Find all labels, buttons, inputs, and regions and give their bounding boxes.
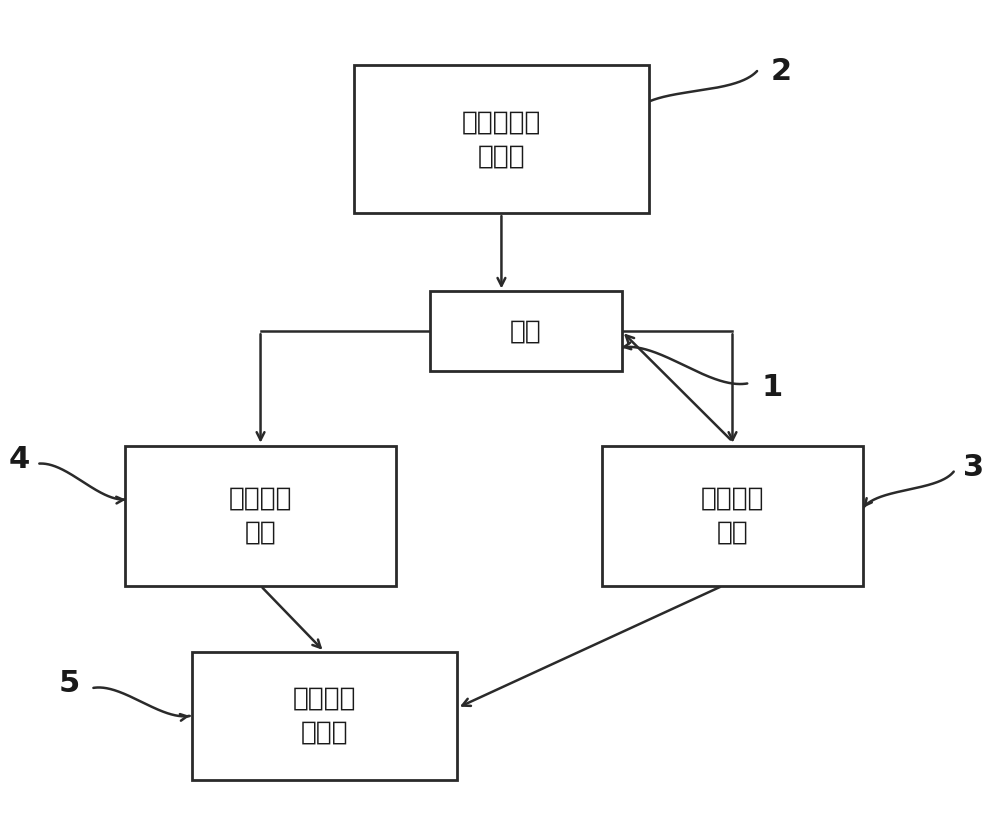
- Text: 温湿度调
节装置: 温湿度调 节装置: [293, 686, 356, 746]
- Text: 3: 3: [963, 453, 984, 482]
- Bar: [602, 446, 863, 586]
- Text: 5: 5: [58, 669, 79, 698]
- Bar: [125, 446, 396, 586]
- Text: 虚拟现实穿
戴装置: 虚拟现实穿 戴装置: [462, 109, 541, 170]
- Text: 2: 2: [771, 56, 792, 86]
- Text: 温湿度控
制器: 温湿度控 制器: [229, 486, 292, 546]
- Bar: [430, 291, 622, 372]
- Text: 4: 4: [9, 445, 30, 474]
- Bar: [192, 652, 457, 780]
- Text: 温湿度传
感器: 温湿度传 感器: [701, 486, 764, 546]
- Text: 1: 1: [761, 373, 782, 402]
- Bar: [354, 65, 649, 214]
- Text: 主机: 主机: [510, 319, 542, 345]
